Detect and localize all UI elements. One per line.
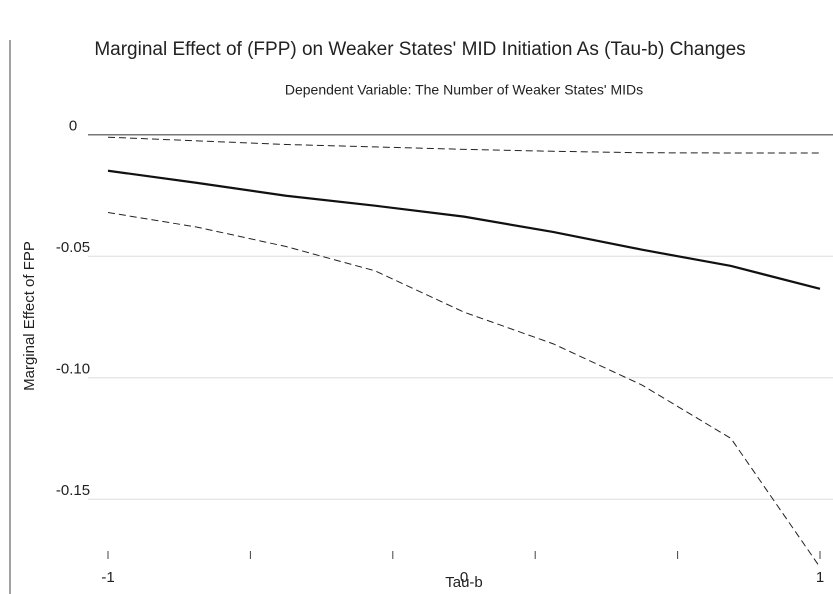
y-tick-label: -0.10 [56,361,90,378]
series-line [107,212,821,568]
x-tick-label: 0 [460,569,468,586]
series-line [107,169,821,290]
x-tick-label: -1 [101,569,114,586]
chart-title: Marginal Effect of (FPP) on Weaker State… [94,39,745,60]
y-tick-label: 0 [69,118,77,135]
y-tick-label: -0.05 [56,239,90,256]
y-tick-label: -0.15 [56,482,90,499]
y-axis-label: Marginal Effect of FPP [21,241,38,391]
chart-subtitle: Dependent Variable: The Number of Weaker… [285,82,643,98]
x-tick-label: 1 [816,569,824,586]
x-axis-label: Tau-b [445,574,483,591]
series-line [107,136,820,154]
